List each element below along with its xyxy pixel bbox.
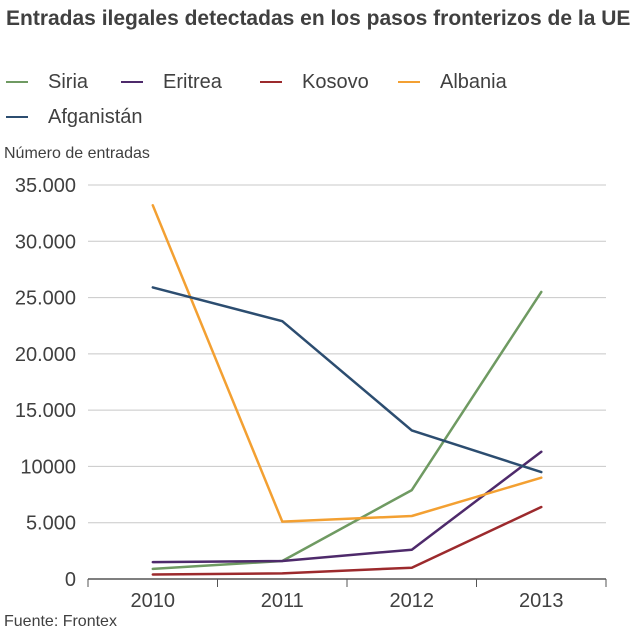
x-tick-label: 2010 xyxy=(131,590,176,612)
y-tick-label: 0 xyxy=(65,569,76,591)
y-tick-label: 35.000 xyxy=(15,175,76,197)
x-tick-label: 2013 xyxy=(519,590,564,612)
y-tick-label: 30.000 xyxy=(15,231,76,253)
x-tick-label: 2012 xyxy=(390,590,435,612)
y-tick-label: 5.000 xyxy=(26,513,76,535)
series-line-eritrea xyxy=(153,452,542,562)
series-line-albania xyxy=(153,205,542,521)
y-tick-label: 20.000 xyxy=(15,344,76,366)
series-line-siria xyxy=(153,292,542,569)
y-tick-label: 25.000 xyxy=(15,288,76,310)
y-tick-label: 10000 xyxy=(20,456,76,478)
source-note: Fuente: Frontex xyxy=(4,613,117,631)
x-tick-label: 2011 xyxy=(261,590,304,612)
y-tick-label: 15.000 xyxy=(15,400,76,422)
